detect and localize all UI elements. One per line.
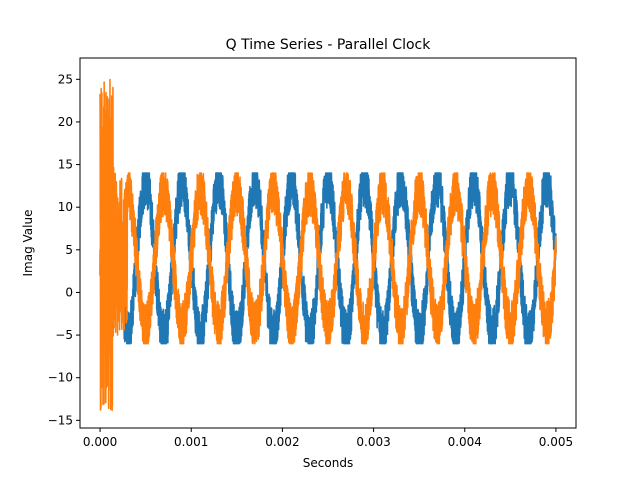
y-tick-label: 5: [65, 243, 73, 257]
x-tick-label: 0.005: [539, 435, 573, 449]
x-tick-label: 0.002: [265, 435, 299, 449]
y-tick-label: 15: [58, 158, 73, 172]
y-tick-label: −5: [55, 328, 73, 342]
x-axis-title: Seconds: [303, 456, 353, 470]
x-tick-label: 0.004: [448, 435, 482, 449]
series-line-1: [99, 172, 557, 345]
series-layer: [99, 78, 557, 412]
y-axis-title: Imag Value: [21, 210, 35, 277]
y-tick-label: −15: [48, 413, 73, 427]
x-tick-label: 0.003: [356, 435, 390, 449]
y-tick-label: 20: [58, 115, 73, 129]
chart-title: Q Time Series - Parallel Clock: [226, 37, 432, 53]
series-line-2: [99, 78, 557, 412]
plot-frame: [79, 57, 577, 429]
y-tick-label: 25: [58, 72, 73, 86]
y-tick-label: 10: [58, 200, 73, 214]
x-tick-label: 0.000: [83, 435, 117, 449]
ticks-layer: 0.000 0.001 0.002 0.003 0.004 0.005 −15 −10 −5 0 5…: [48, 72, 573, 449]
y-tick-label: −10: [48, 371, 73, 385]
x-tick-label: 0.001: [174, 435, 208, 449]
y-tick-label: 0: [65, 285, 73, 299]
